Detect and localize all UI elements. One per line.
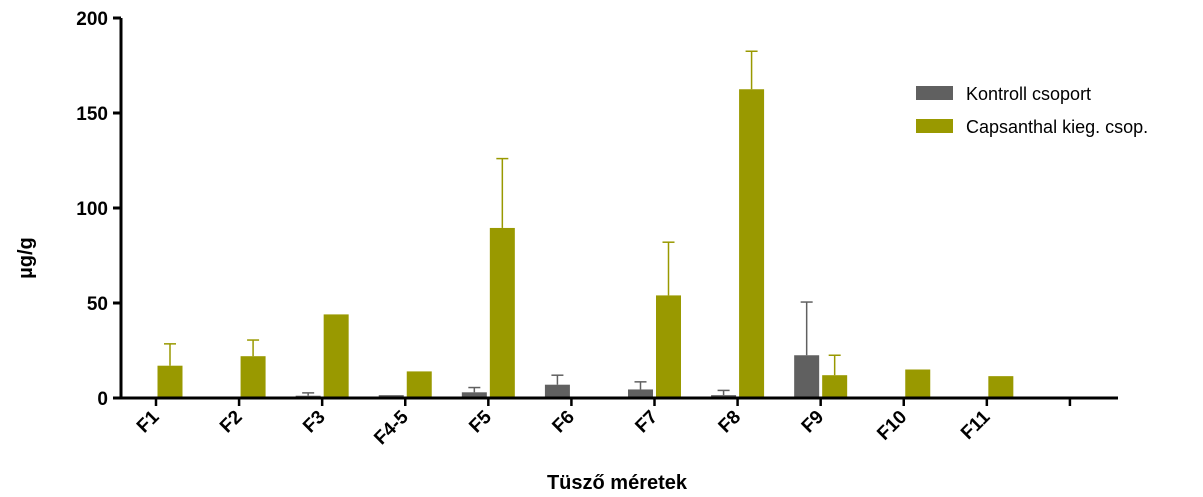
bar-capsanthal-F10 bbox=[905, 369, 931, 398]
bar-kontroll-F5 bbox=[461, 392, 487, 398]
bars-layer bbox=[129, 50, 1069, 398]
x-tick-label-F4-5: F4-5 bbox=[370, 406, 413, 449]
legend: Kontroll csoport Capsanthal kieg. csop. bbox=[916, 84, 1148, 137]
bar-capsanthal-F9 bbox=[822, 375, 848, 398]
bar-kontroll-F9 bbox=[794, 355, 820, 398]
bar-capsanthal-F2 bbox=[240, 356, 266, 398]
x-axis-title: Tüsző méretek bbox=[547, 472, 688, 494]
y-tick-label-150: 150 bbox=[76, 104, 108, 125]
bar-capsanthal-F5 bbox=[489, 227, 515, 398]
bar-capsanthal-F3 bbox=[323, 314, 349, 398]
x-tick-label-F9: F9 bbox=[798, 407, 829, 438]
legend-label-kontroll: Kontroll csoport bbox=[966, 84, 1091, 104]
bar-kontroll-F6 bbox=[544, 384, 570, 398]
x-tick-label-F10: F10 bbox=[873, 407, 911, 445]
y-tick-label-100: 100 bbox=[76, 199, 108, 220]
legend-swatch-kontroll bbox=[916, 86, 953, 100]
y-tick-label-50: 50 bbox=[87, 294, 108, 315]
legend-label-capsanthal: Capsanthal kieg. csop. bbox=[966, 117, 1148, 137]
x-tick-label-F1: F1 bbox=[133, 406, 164, 437]
bar-capsanthal-F11 bbox=[988, 376, 1014, 398]
x-tick-label-F8: F8 bbox=[715, 407, 746, 438]
bar-capsanthal-F1 bbox=[157, 365, 183, 398]
x-tick-label-F2: F2 bbox=[216, 407, 247, 438]
x-tick-label-F6: F6 bbox=[548, 407, 579, 438]
x-tick-label-F5: F5 bbox=[465, 406, 496, 437]
y-axis-title: µg/g bbox=[15, 237, 37, 279]
legend-swatch-capsanthal bbox=[916, 119, 953, 133]
bar-capsanthal-F7 bbox=[656, 295, 681, 398]
y-tick-label-0: 0 bbox=[97, 389, 108, 410]
x-tick-label-F11: F11 bbox=[957, 406, 995, 444]
x-tick-label-F3: F3 bbox=[299, 407, 330, 438]
x-tick-label-F7: F7 bbox=[631, 407, 662, 438]
y-tick-label-200: 200 bbox=[76, 9, 108, 30]
bar-capsanthal-F4-5 bbox=[406, 371, 432, 398]
bar-capsanthal-F8 bbox=[739, 89, 765, 398]
bar-kontroll-F7 bbox=[628, 389, 653, 398]
axes-layer: 0 50 100 150 200 F1 F2 F3 F4-5 F5 F6 F7 F8 F9 F10 F11 bbox=[76, 9, 1118, 449]
